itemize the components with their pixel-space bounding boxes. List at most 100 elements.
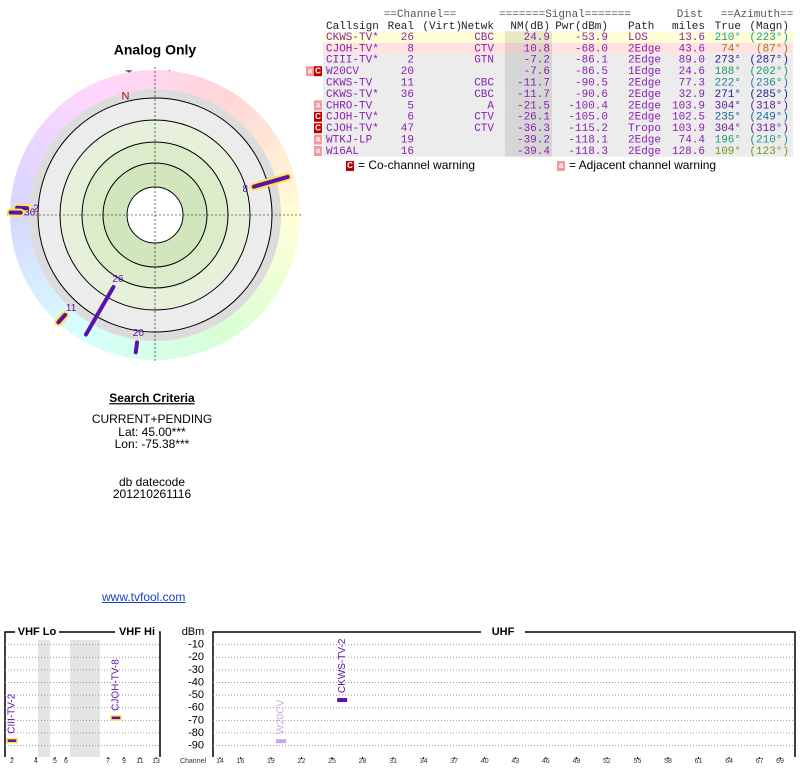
marker-label: 20 bbox=[133, 328, 145, 339]
cell-callsign: CJOH-TV* bbox=[326, 43, 379, 55]
cell-az-magn: (236°) bbox=[749, 78, 789, 90]
compass-wedge bbox=[9, 213, 30, 228]
warning-icon bbox=[314, 100, 322, 111]
x-tick-label: 37 bbox=[450, 758, 458, 765]
compass-wedge bbox=[23, 267, 46, 288]
x-tick-label: 34 bbox=[420, 758, 428, 765]
cell-dist: 43.6 bbox=[679, 43, 705, 55]
station-label: CJOH-TV-8 bbox=[111, 659, 122, 711]
compass-wedge bbox=[141, 340, 155, 360]
cell-az-true: 304° bbox=[715, 100, 741, 112]
cell-real: 2 bbox=[407, 55, 414, 67]
compass-wedge bbox=[217, 318, 239, 342]
cell-path: 2Edge bbox=[628, 78, 661, 90]
y-tick-label: -50 bbox=[188, 689, 204, 701]
cell-nm: -39.4 bbox=[517, 146, 550, 158]
cell-callsign: W20CV bbox=[326, 66, 359, 78]
x-tick-label: 5 bbox=[53, 758, 57, 765]
cell-callsign: CKWS-TV* bbox=[326, 89, 379, 101]
column-header: True bbox=[715, 21, 741, 33]
cell-az-magn: (249°) bbox=[749, 112, 789, 124]
station-bar bbox=[276, 739, 287, 744]
compass-wedge bbox=[52, 103, 75, 126]
cell-real: 19 bbox=[401, 135, 414, 147]
cell-callsign: CKWS-TV* bbox=[326, 32, 379, 44]
cell-callsign: W16AL bbox=[326, 146, 359, 158]
marker-label: 8 bbox=[242, 184, 248, 195]
compass-wedge bbox=[61, 95, 84, 119]
warning-letter: C bbox=[315, 66, 321, 75]
station-bar bbox=[110, 715, 122, 721]
criteria-title: Search Criteria bbox=[109, 391, 195, 405]
station-label: W20CV bbox=[276, 699, 287, 734]
warning-letter: a bbox=[559, 161, 564, 170]
db-label: db datecode bbox=[119, 475, 185, 489]
row-bg bbox=[323, 65, 793, 77]
compass-wedge bbox=[244, 112, 267, 135]
cell-real: 20 bbox=[401, 66, 414, 78]
nm-column-bg bbox=[505, 31, 552, 157]
cell-nm: -7.2 bbox=[524, 55, 550, 67]
compass-wedge bbox=[29, 130, 53, 152]
cell-callsign: WTKJ-LP bbox=[326, 135, 373, 147]
group-header: ==Azimuth== bbox=[721, 9, 794, 21]
y-tick-label: -90 bbox=[188, 740, 204, 752]
cell-pwr: -68.0 bbox=[575, 43, 608, 55]
cell-real: 5 bbox=[407, 100, 414, 112]
cell-dist: 24.6 bbox=[679, 66, 705, 78]
cell-dist: 13.6 bbox=[679, 32, 705, 44]
y-tick-label: -10 bbox=[188, 639, 204, 651]
cell-dist: 74.4 bbox=[679, 135, 706, 147]
cell-nm: -26.1 bbox=[517, 112, 550, 124]
compass-wedge bbox=[175, 336, 193, 359]
column-header: miles bbox=[672, 21, 705, 33]
cell-dist: 103.9 bbox=[672, 123, 705, 135]
criteria-mode: CURRENT+PENDING bbox=[92, 412, 212, 426]
row-bg bbox=[323, 111, 793, 123]
site-link[interactable]: www.tvfool.com bbox=[102, 590, 186, 604]
marker-label: 36 bbox=[24, 207, 36, 218]
compass-wedge bbox=[263, 268, 287, 289]
station-marker bbox=[15, 205, 30, 211]
band-label: UHF bbox=[492, 626, 515, 638]
x-tick-label: 64 bbox=[725, 758, 733, 765]
x-tick-label: 49 bbox=[572, 758, 580, 765]
compass-wedge bbox=[187, 74, 206, 97]
x-tick-label: 25 bbox=[328, 758, 336, 765]
compass-wedge bbox=[28, 277, 52, 299]
cell-nm: -11.7 bbox=[517, 89, 550, 101]
cell-callsign: CHRO-TV bbox=[326, 100, 373, 112]
compass-wedge bbox=[153, 340, 168, 360]
band-label-bg bbox=[115, 626, 159, 638]
cell-nm: 10.8 bbox=[524, 43, 550, 55]
compass-wedge bbox=[70, 317, 92, 341]
cell-nm: -36.3 bbox=[517, 123, 550, 135]
x-tick-label: 31 bbox=[389, 758, 397, 765]
compass-wedge bbox=[207, 324, 228, 347]
compass-wedge bbox=[273, 247, 296, 266]
compass-wedge bbox=[235, 103, 259, 127]
compass-wedge bbox=[11, 235, 34, 253]
cell-path: 2Edge bbox=[628, 89, 661, 101]
cell-az-magn: (285°) bbox=[749, 89, 789, 101]
cell-dist: 103.9 bbox=[672, 100, 705, 112]
cell-dist: 77.3 bbox=[679, 78, 705, 90]
cell-path: LOS bbox=[628, 32, 648, 44]
row-bg bbox=[323, 122, 793, 134]
criteria-lat: Lat: 45.00*** bbox=[118, 425, 186, 439]
panel-frame bbox=[4, 631, 161, 757]
cell-real: 47 bbox=[401, 123, 414, 135]
cell-az-magn: (123°) bbox=[749, 146, 789, 158]
group-header: ==Channel== bbox=[384, 9, 457, 21]
station-marker bbox=[133, 340, 140, 355]
warning-letter: C bbox=[315, 112, 321, 121]
compass-wedge bbox=[43, 295, 66, 318]
cell-az-true: 273° bbox=[715, 55, 741, 67]
compass-wedge bbox=[164, 339, 181, 360]
station-bar bbox=[6, 737, 18, 744]
cell-netwk: CBC bbox=[474, 78, 494, 90]
warning-letter: C bbox=[347, 161, 353, 170]
warning-icon bbox=[314, 111, 322, 122]
compass-wedge bbox=[280, 215, 300, 229]
cell-dist: 89.0 bbox=[679, 55, 705, 67]
